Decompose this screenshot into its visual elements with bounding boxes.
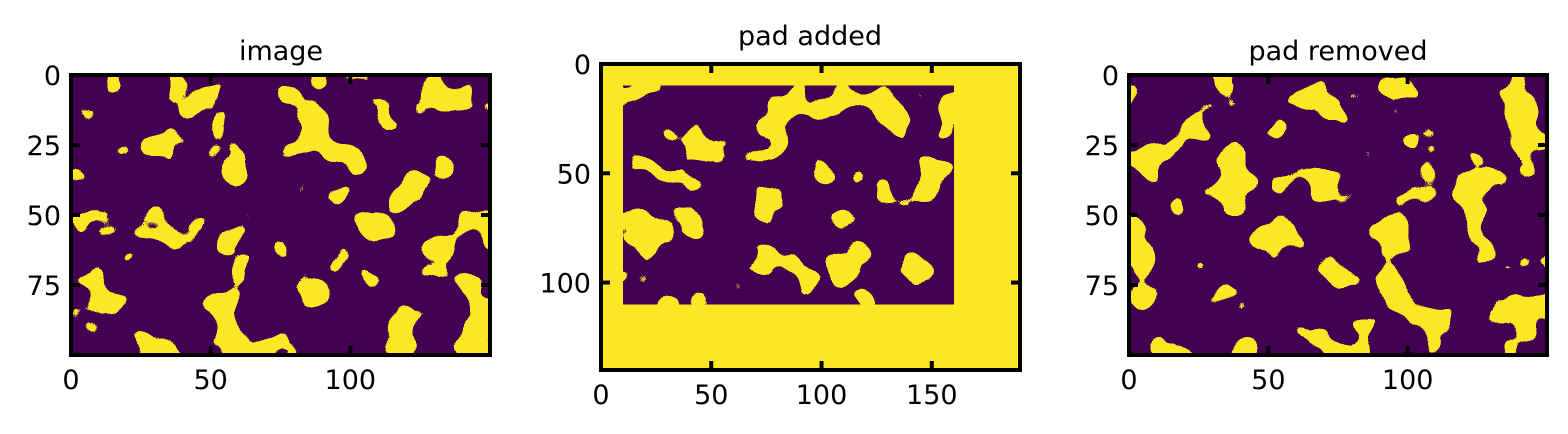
ticks: 0 50 100 150 0 50 100: [539, 50, 1020, 411]
y-tick-label: 0: [44, 61, 61, 92]
y-tick-label: 25: [27, 131, 61, 162]
x-tick-label: 0: [1120, 365, 1137, 396]
x-tick-label: 100: [325, 365, 377, 396]
y-tick-label: 50: [1085, 201, 1119, 232]
x-tick-label: 50: [1251, 365, 1285, 396]
axes-frame: [599, 62, 1022, 372]
panel-image: image 0 50 100 0 25 50 75: [27, 36, 492, 396]
heatmap-pad-removed: [1129, 75, 1547, 355]
x-tick-label: 100: [796, 380, 848, 411]
heatmap-cells: [623, 85, 954, 305]
y-tick-label: 25: [1085, 131, 1119, 162]
x-tick-label: 50: [193, 365, 227, 396]
heatmap-cells: [1129, 75, 1547, 355]
panel-title: pad removed: [1248, 36, 1427, 67]
x-tick-label: 50: [694, 380, 728, 411]
panel-pad-removed: pad removed 0 50 100 0 25 50 75: [1085, 36, 1549, 396]
x-tick-label: 0: [592, 380, 609, 411]
y-tick-label: 75: [1085, 271, 1119, 302]
ticks: 0 50 100 0 25 50 75: [1085, 61, 1547, 396]
ticks: 0 50 100 0 25 50 75: [27, 61, 490, 396]
panel-title: pad added: [738, 21, 882, 52]
heatmap-pad-added: [601, 64, 1020, 370]
y-tick-label: 0: [574, 50, 591, 81]
y-tick-label: 50: [27, 201, 61, 232]
heatmap-image: [71, 75, 490, 355]
y-tick-label: 50: [557, 159, 591, 190]
y-tick-label: 0: [1102, 61, 1119, 92]
y-tick-label: 100: [539, 269, 591, 300]
panel-title: image: [239, 36, 323, 67]
x-tick-label: 100: [1382, 365, 1434, 396]
y-tick-label: 75: [27, 271, 61, 302]
heatmap-cells: [71, 75, 490, 355]
panel-pad-added: pad added 0 50 100 150 0 50 100: [539, 21, 1022, 411]
x-tick-label: 0: [62, 365, 79, 396]
x-tick-label: 150: [906, 380, 958, 411]
